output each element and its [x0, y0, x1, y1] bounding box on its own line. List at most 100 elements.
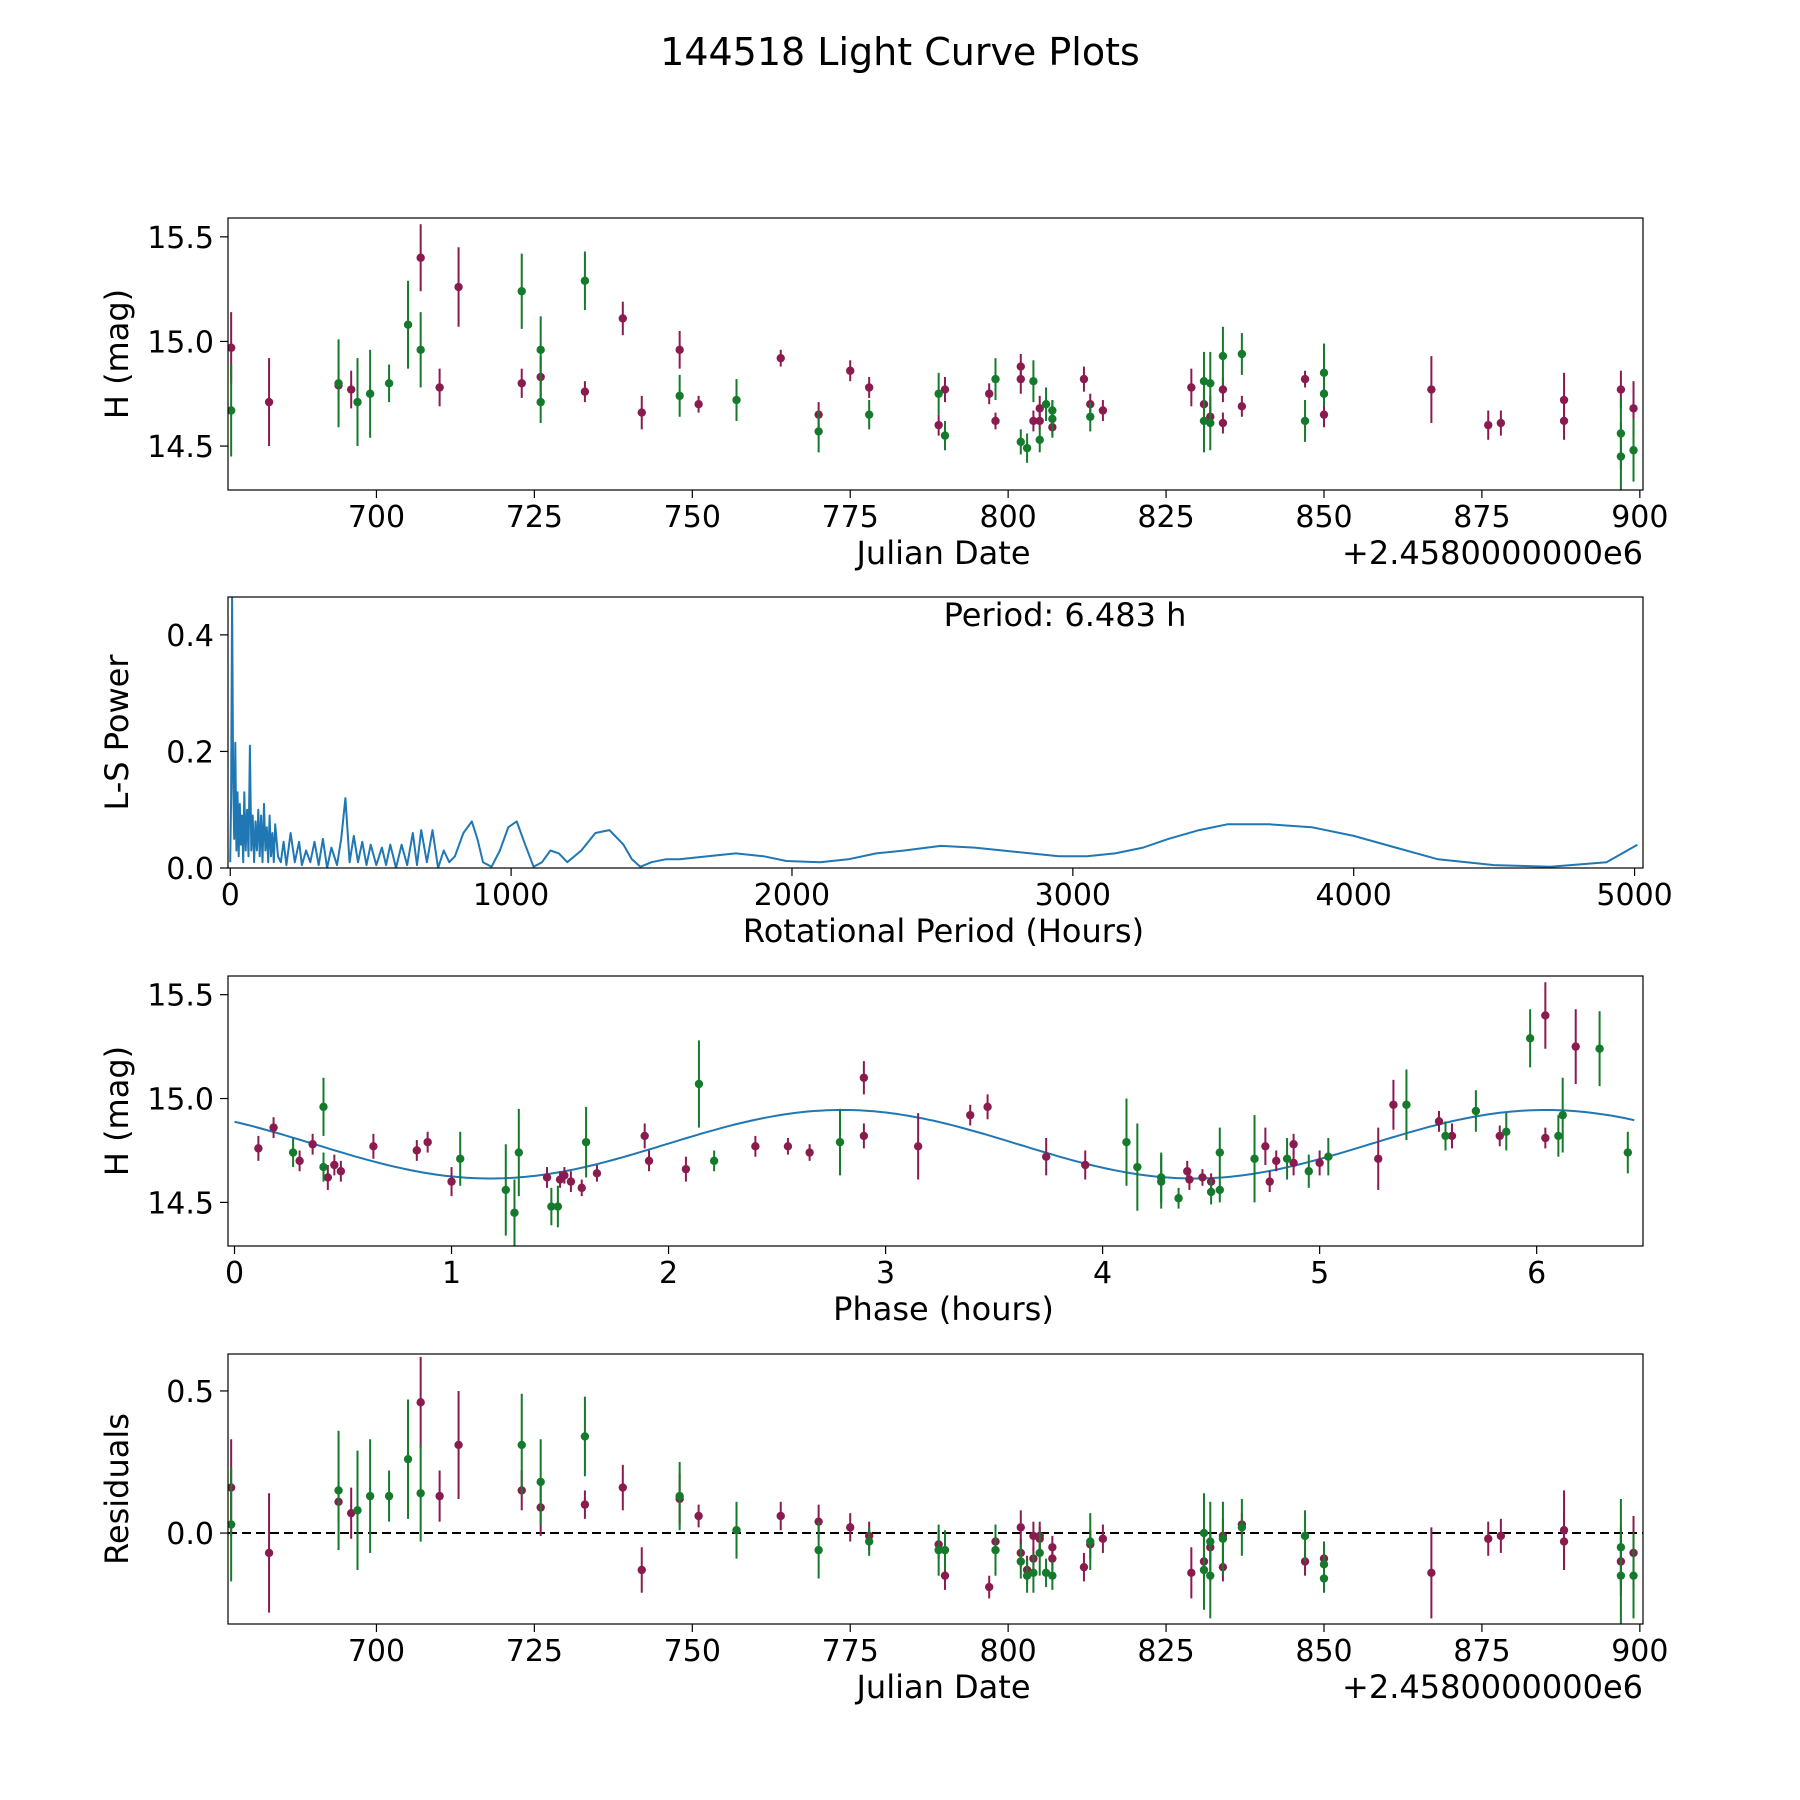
- lc-data-point: [1048, 414, 1057, 424]
- res-xtick-label: 875: [1453, 1634, 1510, 1669]
- phase-data-point: [501, 1185, 510, 1195]
- res-series-green: [228, 1393, 1638, 1624]
- res-data-point: [991, 1545, 1000, 1555]
- phase-data-point: [553, 1202, 563, 1211]
- lc-data-point: [1484, 420, 1493, 430]
- phase-data-point: [319, 1102, 328, 1112]
- ls-ytick-label: 0.2: [166, 735, 214, 770]
- lc-data-point: [1319, 368, 1329, 378]
- res-data-point: [1016, 1523, 1025, 1532]
- res-data-point: [1199, 1565, 1209, 1575]
- lc-data-point: [991, 416, 1000, 426]
- res-xtick-label: 900: [1611, 1634, 1668, 1669]
- lc-data-point: [1029, 377, 1038, 386]
- res-data-point: [1319, 1574, 1329, 1583]
- lc-data-point: [1079, 374, 1089, 384]
- phase-data-point: [1206, 1187, 1216, 1197]
- phase-data-point: [1289, 1140, 1298, 1149]
- res-data-point: [334, 1486, 343, 1495]
- lc-xtick-label: 900: [1611, 500, 1668, 535]
- res-data-point: [1048, 1571, 1057, 1580]
- lc-data-point: [435, 383, 444, 392]
- res-data-point: [1616, 1571, 1626, 1580]
- phase-data-point: [295, 1156, 304, 1166]
- lc-data-point: [416, 253, 425, 262]
- lc-ytick-label: 15.0: [147, 325, 214, 360]
- res-data-point: [264, 1548, 274, 1558]
- ls-xtick-label: 4000: [1316, 878, 1392, 913]
- phase-xtick-label: 6: [1527, 1256, 1546, 1291]
- lc-data-point: [580, 276, 590, 285]
- phase-ytick-label: 15.5: [147, 979, 214, 1014]
- lc-data-point: [675, 391, 684, 401]
- res-data-point: [940, 1545, 950, 1555]
- phase-data-point: [1389, 1100, 1398, 1109]
- phase-data-point: [1434, 1117, 1444, 1126]
- phase-series-red: [254, 982, 1580, 1197]
- res-data-point: [1237, 1523, 1247, 1532]
- lc-data-point: [1206, 418, 1215, 428]
- phase-data-point: [1198, 1173, 1207, 1182]
- res-data-point: [934, 1545, 943, 1555]
- phase-data-point: [1324, 1152, 1333, 1161]
- lc-data-point: [1300, 374, 1310, 384]
- figure-title: 144518 Light Curve Plots: [660, 30, 1140, 74]
- lc-xtick-label: 725: [506, 500, 563, 535]
- phase-ytick-label: 15.0: [147, 1083, 214, 1118]
- lc-data-point: [846, 366, 855, 375]
- ls-ytick-label: 0.0: [166, 852, 214, 887]
- ls-power-line: [229, 597, 1638, 868]
- lc-data-point: [1218, 351, 1228, 361]
- res-data-point: [940, 1571, 950, 1580]
- res-plot-area: [228, 1356, 1643, 1624]
- res-xtick-label: 800: [980, 1634, 1037, 1669]
- ls-xtick-label: 3000: [1035, 878, 1111, 913]
- phase-data-point: [1157, 1177, 1166, 1186]
- phase-data-point: [1525, 1034, 1535, 1043]
- lc-data-point: [637, 408, 646, 417]
- phase-data-point: [323, 1173, 333, 1182]
- lc-panel: 700 725 750 775 800 825 850 875 900 14.5 15.0 15.5 J…: [98, 217, 1668, 572]
- phase-data-point: [269, 1123, 278, 1132]
- ls-xtick-label: 1000: [473, 878, 549, 913]
- lc-data-point: [618, 314, 628, 323]
- lc-xtick-label: 875: [1453, 500, 1510, 535]
- phase-data-point: [805, 1148, 814, 1157]
- lc-offset-label: +2.4580000000e6: [1342, 534, 1643, 572]
- lc-ytick-label: 14.5: [147, 430, 214, 465]
- res-data-point: [1300, 1531, 1310, 1541]
- lc-data-point: [1022, 443, 1032, 453]
- res-axes-frame: [227, 1353, 1644, 1625]
- phase-xtick-label: 5: [1310, 1256, 1329, 1291]
- phase-data-point: [966, 1110, 975, 1120]
- lc-data-point: [1616, 452, 1626, 461]
- lc-data-point: [1199, 377, 1209, 386]
- res-data-point: [346, 1508, 356, 1518]
- phase-data-point: [1261, 1142, 1270, 1151]
- lc-data-point: [228, 343, 236, 352]
- lc-data-point: [403, 320, 413, 329]
- res-data-point: [1041, 1568, 1051, 1578]
- phase-data-point: [1215, 1148, 1225, 1157]
- res-xtick-label: 700: [348, 1634, 405, 1669]
- lc-data-point: [416, 345, 425, 355]
- res-offset-label: +2.4580000000e6: [1342, 1668, 1643, 1706]
- res-xtick-label: 725: [506, 1634, 563, 1669]
- lc-xtick-label: 825: [1137, 500, 1194, 535]
- lc-data-point: [1559, 416, 1569, 426]
- res-xaxis-label: Julian Date: [854, 1668, 1030, 1706]
- phase-data-point: [510, 1208, 519, 1217]
- res-data-point: [618, 1483, 628, 1492]
- lc-data-point: [454, 282, 463, 292]
- lc-data-point: [1016, 374, 1025, 384]
- res-data-point: [1022, 1571, 1032, 1580]
- res-xtick-label: 775: [822, 1634, 879, 1669]
- lc-data-point: [228, 406, 236, 415]
- ls-axes-frame: [227, 596, 1644, 869]
- lc-data-point: [1218, 418, 1228, 428]
- ls-xtick-label: 5000: [1596, 878, 1672, 913]
- lc-data-point: [334, 379, 343, 388]
- res-data-point: [864, 1537, 874, 1546]
- lc-data-point: [1559, 395, 1569, 405]
